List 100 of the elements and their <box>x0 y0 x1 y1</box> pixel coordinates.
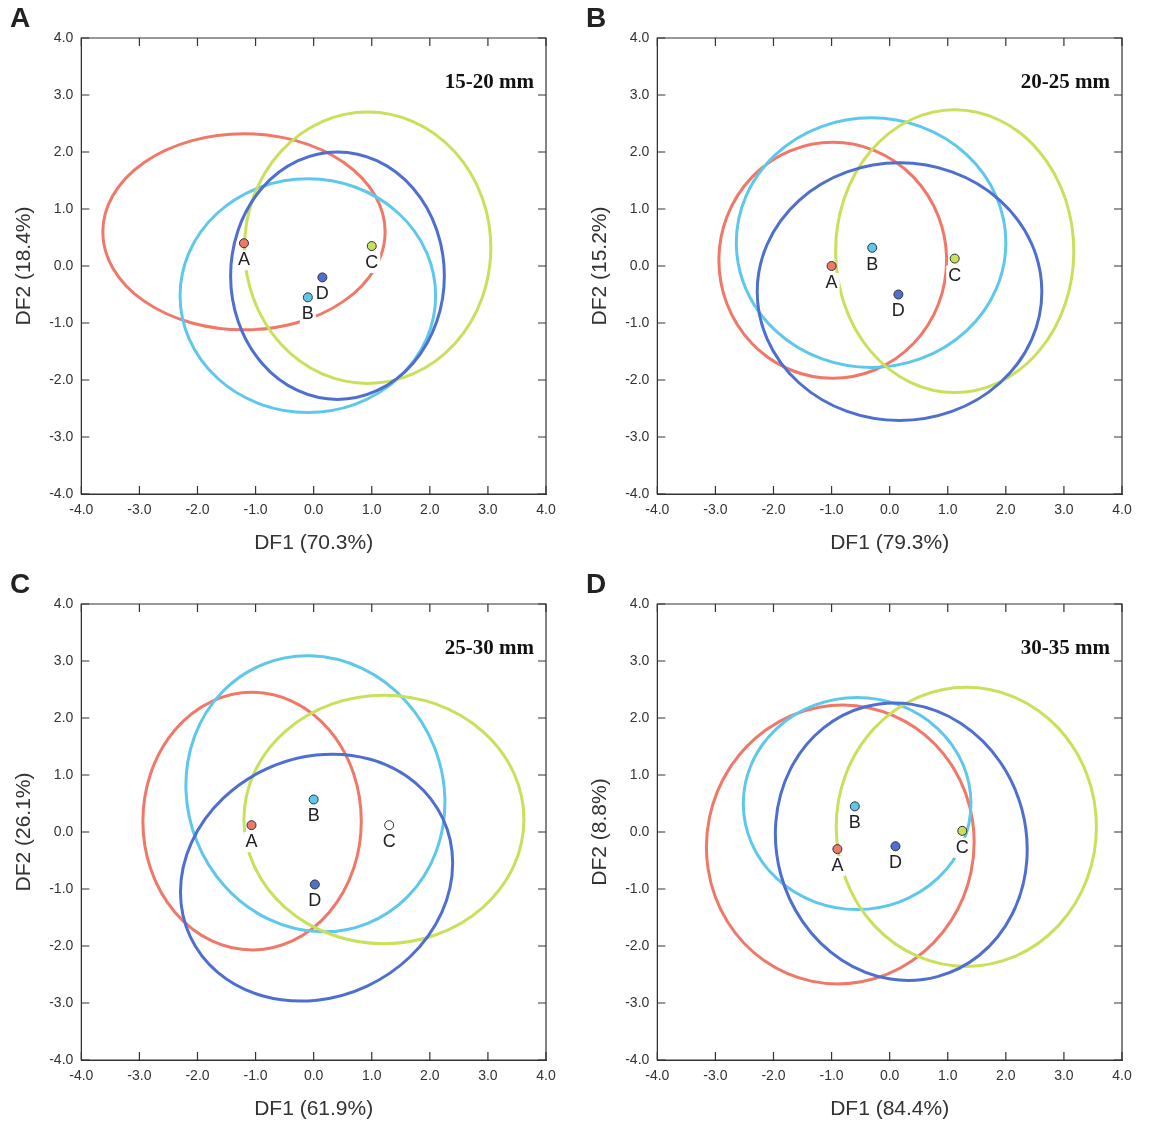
y-tick-label: 4.0 <box>629 594 650 611</box>
x-tick-label: -1.0 <box>819 501 844 518</box>
y-tick-label: -3.0 <box>625 427 650 444</box>
y-tick-label: -1.0 <box>49 313 74 330</box>
x-tick-label: -1.0 <box>819 1067 844 1084</box>
y-tick-label: -2.0 <box>49 370 74 387</box>
series-label: C <box>955 836 969 857</box>
y-tick-label: 0.0 <box>53 822 74 839</box>
y-axis-title: DF2 (18.4%) <box>11 206 35 326</box>
y-tick-label: 3.0 <box>629 651 650 668</box>
x-tick-label: -4.0 <box>69 1067 94 1084</box>
point <box>302 292 313 303</box>
x-tick-label: -4.0 <box>645 501 670 518</box>
y-tick-label: -3.0 <box>49 993 74 1010</box>
y-tick-label: -4.0 <box>49 484 74 501</box>
x-tick-label: -3.0 <box>127 1067 152 1084</box>
x-tick-label: 4.0 <box>536 501 556 518</box>
series-label: C <box>948 264 962 285</box>
y-tick-label: 2.0 <box>629 708 650 725</box>
chart-title: A <box>10 2 31 34</box>
series-label: D <box>308 890 322 911</box>
y-tick-label: 1.0 <box>53 765 74 782</box>
point <box>867 242 878 253</box>
x-tick-label: -2.0 <box>761 501 786 518</box>
x-tick-label: -4.0 <box>645 1067 670 1084</box>
y-tick-label: 3.0 <box>629 85 650 102</box>
y-tick-label: -3.0 <box>49 427 74 444</box>
x-axis-title: DF1 (79.3%) <box>830 530 950 554</box>
x-tick-label: 3.0 <box>478 1067 498 1084</box>
series-label: C <box>365 252 379 273</box>
text: 30-35 mm <box>1020 635 1111 660</box>
point <box>384 820 395 831</box>
y-tick-label: -4.0 <box>625 484 650 501</box>
x-tick-label: 0.0 <box>303 1067 324 1084</box>
point <box>317 272 328 283</box>
y-tick-label: -2.0 <box>625 936 650 953</box>
series-label: A <box>831 855 844 876</box>
x-axis-title: DF1 (84.4%) <box>830 1096 950 1120</box>
x-tick-label: 2.0 <box>996 1067 1016 1084</box>
y-tick-label: -1.0 <box>625 879 650 896</box>
x-tick-label: -1.0 <box>243 1067 268 1084</box>
x-tick-label: -2.0 <box>185 1067 210 1084</box>
x-tick-label: -1.0 <box>243 501 268 518</box>
series-label: B <box>307 805 320 826</box>
series-label: A <box>825 271 838 292</box>
y-tick-label: -3.0 <box>625 993 650 1010</box>
point <box>308 794 319 805</box>
x-tick-label: 3.0 <box>1054 1067 1074 1084</box>
y-tick-label: 2.0 <box>53 708 74 725</box>
y-tick-label: -1.0 <box>49 879 74 896</box>
y-tick-label: 1.0 <box>53 199 74 216</box>
y-tick-label: 3.0 <box>53 85 74 102</box>
y-tick-label: 0.0 <box>53 256 74 273</box>
x-tick-label: 3.0 <box>1054 501 1074 518</box>
y-tick-label: 3.0 <box>53 651 74 668</box>
x-tick-label: -2.0 <box>185 501 210 518</box>
series-label: A <box>237 249 250 270</box>
y-tick-label: 4.0 <box>629 28 650 45</box>
y-axis-title: DF2 (8.8%) <box>587 778 611 886</box>
point <box>309 879 320 890</box>
x-tick-label: 3.0 <box>478 501 498 518</box>
x-tick-label: -3.0 <box>703 1067 728 1084</box>
x-axis-title: DF1 (61.9%) <box>254 1096 374 1120</box>
y-tick-label: -2.0 <box>625 370 650 387</box>
x-tick-label: -2.0 <box>761 1067 786 1084</box>
x-tick-label: 0.0 <box>879 1067 900 1084</box>
point <box>957 825 968 836</box>
point <box>949 253 960 264</box>
series-label: A <box>245 831 258 852</box>
y-tick-label: 1.0 <box>629 765 650 782</box>
point <box>893 289 904 300</box>
series-label: B <box>301 303 314 324</box>
series-label: B <box>848 812 861 833</box>
x-tick-label: -4.0 <box>69 501 94 518</box>
x-tick-label: 1.0 <box>362 501 382 518</box>
text: 20-25 mm <box>1020 69 1111 94</box>
y-tick-label: -4.0 <box>49 1050 74 1067</box>
series-label: D <box>888 852 902 873</box>
series-label: D <box>315 283 329 304</box>
text: 25-30 mm <box>444 635 535 660</box>
x-tick-label: -3.0 <box>127 501 152 518</box>
y-tick-label: 2.0 <box>629 142 650 159</box>
series-label: D <box>891 300 905 321</box>
text: 15-20 mm <box>444 69 535 94</box>
y-axis-title: DF2 (15.2%) <box>587 206 611 326</box>
point <box>366 241 377 252</box>
x-tick-label: 4.0 <box>1112 501 1132 518</box>
x-tick-label: 2.0 <box>420 1067 440 1084</box>
x-axis-title: DF1 (70.3%) <box>254 530 374 554</box>
x-tick-label: 0.0 <box>303 501 324 518</box>
x-tick-label: 2.0 <box>996 501 1016 518</box>
point <box>826 261 837 271</box>
point <box>849 801 860 812</box>
x-tick-label: 4.0 <box>536 1067 556 1084</box>
point <box>238 238 249 249</box>
y-tick-label: 2.0 <box>53 142 74 159</box>
y-tick-label: 4.0 <box>53 28 74 45</box>
x-tick-label: 2.0 <box>420 501 440 518</box>
series-label: B <box>866 253 879 274</box>
y-tick-label: -2.0 <box>49 936 74 953</box>
